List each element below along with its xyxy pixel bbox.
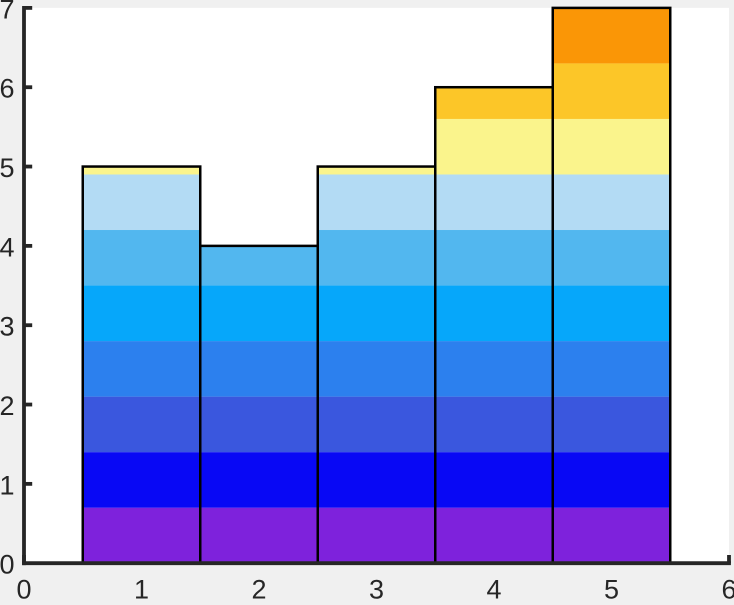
svg-text:3: 3 — [0, 312, 15, 342]
svg-text:1: 1 — [134, 575, 149, 601]
svg-text:5: 5 — [0, 153, 15, 183]
svg-text:3: 3 — [369, 575, 384, 601]
svg-text:2: 2 — [251, 575, 266, 601]
svg-text:4: 4 — [0, 232, 15, 262]
svg-text:6: 6 — [0, 74, 15, 104]
svg-text:6: 6 — [721, 575, 734, 601]
svg-text:0: 0 — [16, 575, 31, 601]
svg-text:0: 0 — [0, 550, 15, 580]
svg-text:4: 4 — [486, 575, 501, 601]
svg-text:7: 7 — [0, 0, 15, 24]
svg-text:1: 1 — [0, 470, 15, 500]
svg-text:2: 2 — [0, 391, 15, 421]
svg-text:5: 5 — [604, 575, 619, 601]
